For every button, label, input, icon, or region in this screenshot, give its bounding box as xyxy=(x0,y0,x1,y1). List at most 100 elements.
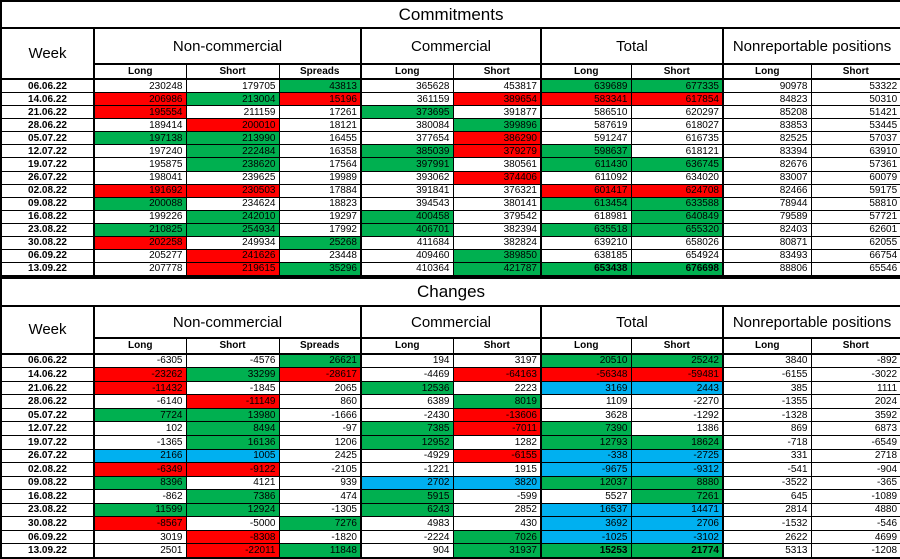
value-cell: 12952 xyxy=(360,435,454,450)
value-cell: 373695 xyxy=(360,105,454,120)
week-cell: 14.06.22 xyxy=(0,92,95,107)
value-cell: -1820 xyxy=(278,529,362,545)
value-cell: -56348 xyxy=(540,367,632,382)
value-cell: 6873 xyxy=(810,421,900,436)
value-cell: 616735 xyxy=(630,131,724,146)
week-cell: 06.06.22 xyxy=(0,78,95,94)
value-cell: 638185 xyxy=(540,248,632,263)
value-cell: 939 xyxy=(278,475,362,491)
value-cell: 254934 xyxy=(185,222,280,237)
subheader-short: Short xyxy=(810,63,900,81)
value-cell: 242010 xyxy=(185,209,280,224)
value-cell: 57037 xyxy=(810,131,900,146)
value-cell: 617854 xyxy=(630,92,724,107)
value-cell: -862 xyxy=(93,489,187,504)
value-cell: 655320 xyxy=(630,222,724,237)
value-cell: -6549 xyxy=(810,435,900,450)
value-cell: 189414 xyxy=(93,118,187,133)
week-cell: 26.07.22 xyxy=(0,448,95,464)
value-cell: 640849 xyxy=(630,209,724,224)
table-row: 13.09.22 207778 219615 35296 410364 421787 653… xyxy=(0,261,900,277)
value-cell: 241626 xyxy=(185,248,280,263)
value-cell: 6389 xyxy=(360,394,454,409)
table-row: 14.06.22 206986 213004 15196 361159 389654 583… xyxy=(0,92,900,107)
value-cell: 2065 xyxy=(278,380,362,396)
value-cell: 66754 xyxy=(810,248,900,263)
week-cell: 23.08.22 xyxy=(0,222,95,237)
week-cell: 05.07.22 xyxy=(0,131,95,146)
week-header: Week xyxy=(0,305,95,355)
value-cell: 219615 xyxy=(185,261,280,277)
value-cell: 12793 xyxy=(540,435,632,450)
value-cell: 3169 xyxy=(540,380,632,396)
value-cell: -1305 xyxy=(278,502,362,518)
value-cell: 25268 xyxy=(278,235,362,250)
value-cell: 7385 xyxy=(360,421,454,436)
value-cell: 4121 xyxy=(185,475,280,491)
value-cell: 82676 xyxy=(722,157,812,172)
value-cell: 399896 xyxy=(452,118,542,133)
table-row: 26.07.22 198041 239625 19989 393062 374406 611… xyxy=(0,170,900,185)
value-cell: 391877 xyxy=(452,105,542,120)
table-row: 23.08.22 11599 12924 -1305 6243 2852 16537 1447… xyxy=(0,502,900,518)
table-row: 06.09.22 3019 -8308 -1820 -2224 7026 -1025 -310… xyxy=(0,529,900,545)
value-cell: 230503 xyxy=(185,183,280,198)
value-cell: 397991 xyxy=(360,157,454,172)
value-cell: -1355 xyxy=(722,394,812,409)
value-cell: -1208 xyxy=(810,543,900,559)
value-cell: 195554 xyxy=(93,105,187,120)
value-cell: -6155 xyxy=(722,367,812,382)
changes-table: Changes Week Non-commercial Commercial T… xyxy=(0,276,900,559)
value-cell: 12536 xyxy=(360,380,454,396)
value-cell: -1025 xyxy=(540,529,632,545)
value-cell: 238620 xyxy=(185,157,280,172)
value-cell: 60079 xyxy=(810,170,900,185)
column-group-commercial: Commercial xyxy=(360,305,542,339)
table-row: 21.06.22 195554 211159 17261 373695 391877 586… xyxy=(0,105,900,120)
value-cell: 2718 xyxy=(810,448,900,464)
value-cell: 83493 xyxy=(722,248,812,263)
table-row: 06.09.22 205277 241626 23448 409460 389850 638… xyxy=(0,248,900,263)
value-cell: 394543 xyxy=(360,196,454,211)
value-cell: 633588 xyxy=(630,196,724,211)
week-cell: 30.08.22 xyxy=(0,516,95,531)
value-cell: 50310 xyxy=(810,92,900,107)
value-cell: 380561 xyxy=(452,157,542,172)
subheader-long: Long xyxy=(360,337,454,355)
week-cell: 06.06.22 xyxy=(0,353,95,369)
value-cell: -13606 xyxy=(452,407,542,423)
value-cell: 376321 xyxy=(452,183,542,198)
value-cell: 200010 xyxy=(185,118,280,133)
value-cell: 179705 xyxy=(185,78,280,94)
value-cell: 210825 xyxy=(93,222,187,237)
value-cell: 393062 xyxy=(360,170,454,185)
value-cell: -1666 xyxy=(278,407,362,423)
value-cell: -4469 xyxy=(360,367,454,382)
value-cell: 12924 xyxy=(185,502,280,518)
week-cell: 09.08.22 xyxy=(0,196,95,211)
value-cell: 19989 xyxy=(278,170,362,185)
table-row: 02.08.22 191692 230503 17884 391841 376321 601… xyxy=(0,183,900,198)
value-cell: 53445 xyxy=(810,118,900,133)
column-group-noncommercial: Non-commercial xyxy=(93,305,362,339)
value-cell: 234624 xyxy=(185,196,280,211)
value-cell: 411684 xyxy=(360,235,454,250)
value-cell: -1292 xyxy=(630,407,724,423)
commitments-rows: 06.06.22 230248 179705 43813 365628 453817 639… xyxy=(0,78,900,277)
value-cell: 82525 xyxy=(722,131,812,146)
subheader-long: Long xyxy=(93,63,187,81)
value-cell: 389654 xyxy=(452,92,542,107)
table-row: 16.08.22 -862 7386 474 5915 -599 5527 7261 645 -1… xyxy=(0,489,900,504)
table-row: 05.07.22 197138 213990 16455 377654 386290 591… xyxy=(0,131,900,146)
week-cell: 13.09.22 xyxy=(0,543,95,559)
table-row: 02.08.22 -6349 -9122 -2105 -1221 1915 -9675 -93… xyxy=(0,462,900,477)
value-cell: 860 xyxy=(278,394,362,409)
value-cell: 59175 xyxy=(810,183,900,198)
value-cell: 3019 xyxy=(93,529,187,545)
value-cell: 1386 xyxy=(630,421,724,436)
value-cell: 639210 xyxy=(540,235,632,250)
value-cell: -718 xyxy=(722,435,812,450)
table-row: 09.08.22 8396 4121 939 2702 3820 12037 8880 -352… xyxy=(0,475,900,491)
value-cell: -3022 xyxy=(810,367,900,382)
value-cell: 17261 xyxy=(278,105,362,120)
